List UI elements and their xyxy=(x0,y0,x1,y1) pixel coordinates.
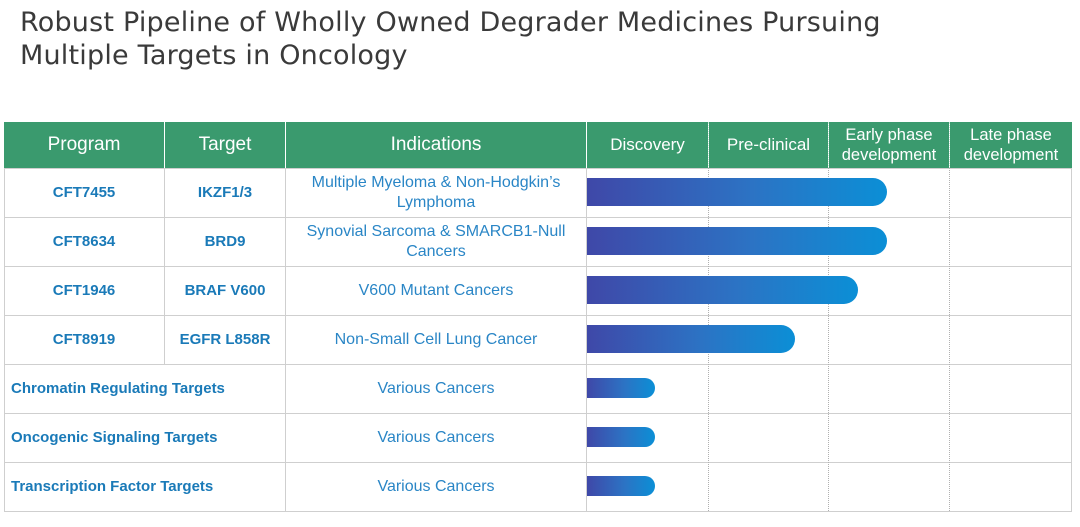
program-indication: Non-Small Cell Lung Cancer xyxy=(334,330,538,348)
program-row: CFT7455 IKZF1/3 Multiple Myeloma & Non-H… xyxy=(4,168,1072,217)
program-row: CFT8634 BRD9 Synovial Sarcoma & SMARCB1-… xyxy=(4,217,1072,266)
target-group-indication: Various Cancers xyxy=(377,379,495,397)
header-divider xyxy=(285,122,286,168)
header-indications: Indications xyxy=(286,122,586,168)
column-divider xyxy=(285,168,286,511)
title-line-2: Multiple Targets in Oncology xyxy=(20,40,408,71)
program-indication: Multiple Myeloma & Non-Hodgkin’s Lymphom… xyxy=(311,173,561,211)
page-title: Robust Pipeline of Wholly Owned Degrader… xyxy=(20,6,881,72)
progress-bar xyxy=(587,227,887,255)
program-target: IKZF1/3 xyxy=(197,184,253,201)
program-indication: Synovial Sarcoma & SMARCB1-Null Cancers xyxy=(306,222,566,260)
progress-bar xyxy=(587,427,655,447)
progress-bar xyxy=(587,276,858,304)
program-row: CFT8919 EGFR L858R Non-Small Cell Lung C… xyxy=(4,315,1072,364)
progress-bar xyxy=(587,378,655,398)
program-target: BRAF V600 xyxy=(184,282,266,299)
pipeline-table: Program Target Indications Discovery Pre… xyxy=(4,122,1072,516)
target-group-name: Transcription Factor Targets xyxy=(11,478,214,495)
row-divider xyxy=(4,462,1072,463)
header-early-line-1: Early phase xyxy=(845,126,933,144)
row-divider xyxy=(4,511,1072,512)
program-target: BRD9 xyxy=(204,233,246,250)
row-divider xyxy=(4,315,1072,316)
header-early-line-2: development xyxy=(841,146,937,164)
header-target: Target xyxy=(165,122,285,168)
header-dotted-divider xyxy=(828,122,829,168)
stage-divider xyxy=(828,168,829,511)
progress-bar xyxy=(587,178,887,206)
column-divider xyxy=(586,168,587,511)
program-name: CFT8634 xyxy=(52,233,116,250)
target-group-indication: Various Cancers xyxy=(377,477,495,495)
row-divider xyxy=(4,266,1072,267)
row-divider xyxy=(4,364,1072,365)
target-group-name: Chromatin Regulating Targets xyxy=(11,380,225,397)
header-early-phase: Early phase development xyxy=(829,122,949,168)
program-name: CFT8919 xyxy=(52,331,116,348)
header-discovery: Discovery xyxy=(587,122,708,168)
row-divider xyxy=(4,168,1072,169)
program-name: CFT7455 xyxy=(52,184,116,201)
header-late-line-2: development xyxy=(963,146,1059,164)
progress-bar xyxy=(587,476,655,496)
header-dotted-divider xyxy=(949,122,950,168)
header-divider xyxy=(586,122,587,168)
program-target: EGFR L858R xyxy=(179,331,271,348)
header-preclinical: Pre-clinical xyxy=(709,122,828,168)
progress-bar xyxy=(587,325,795,353)
stage-divider xyxy=(949,168,950,511)
program-indication: V600 Mutant Cancers xyxy=(358,281,514,299)
header-late-line-1: Late phase xyxy=(970,126,1052,144)
program-name: CFT1946 xyxy=(52,282,116,299)
program-row: CFT1946 BRAF V600 V600 Mutant Cancers xyxy=(4,266,1072,315)
row-divider xyxy=(4,217,1072,218)
target-group-row: Oncogenic Signaling Targets Various Canc… xyxy=(4,413,1072,462)
column-divider xyxy=(1071,168,1072,511)
target-group-row: Transcription Factor Targets Various Can… xyxy=(4,462,1072,511)
column-divider xyxy=(4,168,5,511)
column-divider xyxy=(164,168,165,364)
target-group-indication: Various Cancers xyxy=(377,428,495,446)
header-dotted-divider xyxy=(708,122,709,168)
header-late-phase: Late phase development xyxy=(950,122,1072,168)
target-group-name: Oncogenic Signaling Targets xyxy=(11,429,218,446)
header-program: Program xyxy=(4,122,164,168)
title-line-1: Robust Pipeline of Wholly Owned Degrader… xyxy=(20,7,881,38)
header-divider xyxy=(164,122,165,168)
target-group-row: Chromatin Regulating Targets Various Can… xyxy=(4,364,1072,413)
row-divider xyxy=(4,413,1072,414)
